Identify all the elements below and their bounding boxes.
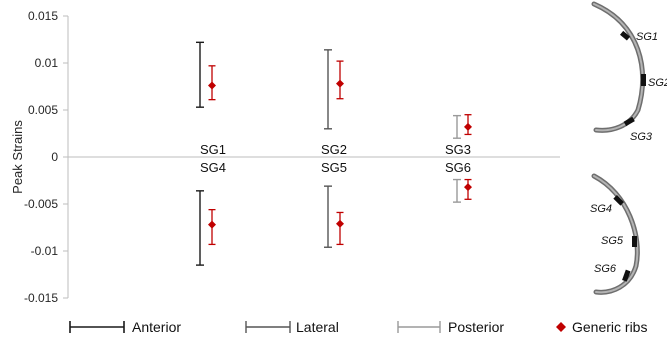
legend-item-lateral: Lateral — [245, 319, 339, 335]
y-tick-label: 0.01 — [35, 56, 59, 70]
y-tick-label: -0.015 — [24, 291, 58, 305]
category-label-sg4: SG4 — [200, 160, 226, 175]
rib-diagram-upper: SG1 SG2 SG3 — [591, 1, 667, 143]
category-labels: SG1 SG4 SG2 SG5 SG3 SG6 — [200, 142, 471, 175]
rib-label-sg1: SG1 — [636, 31, 658, 43]
y-tick-label: -0.01 — [31, 244, 59, 258]
range-bar-sg1 — [196, 41, 204, 108]
legend-label-posterior: Posterior — [448, 319, 504, 335]
legend: Anterior Lateral Posterior Generic ribs — [69, 319, 647, 335]
category-label-sg6: SG6 — [445, 160, 471, 175]
legend-label-generic-ribs: Generic ribs — [572, 319, 647, 335]
category-label-sg1: SG1 — [200, 142, 226, 157]
rib-highlight-upper — [593, 3, 644, 132]
generic-rib-diamond — [208, 81, 216, 90]
category-label-sg3: SG3 — [445, 142, 471, 157]
y-tick-label: 0.005 — [28, 103, 58, 117]
generic-rib-point-sg3 — [464, 114, 472, 136]
generic-rib-diamond — [336, 219, 344, 228]
y-tick-label: -0.005 — [24, 197, 58, 211]
legend-item-posterior: Posterior — [397, 319, 504, 335]
rib-label-sg2: SG2 — [648, 77, 667, 89]
generic-rib-point-sg5 — [336, 211, 344, 246]
range-bar-sg2 — [324, 49, 332, 130]
generic-rib-diamond — [336, 79, 344, 88]
y-axis-label: Peak Strains — [10, 120, 25, 194]
range-bar-sg5 — [324, 185, 332, 248]
rib-label-sg6: SG6 — [594, 263, 617, 275]
gauge-marker-sg6 — [622, 269, 631, 282]
generic-rib-diamond — [464, 122, 472, 131]
gauge-marker-sg5 — [632, 236, 637, 247]
generic-rib-point-sg2 — [336, 60, 344, 100]
generic-rib-point-sg1 — [208, 65, 216, 101]
legend-label-lateral: Lateral — [296, 319, 339, 335]
gauge-marker-sg2 — [641, 74, 646, 86]
rib-diagram-lower: SG4 SG5 SG6 — [590, 173, 640, 295]
range-bar-sg4 — [196, 190, 204, 266]
legend-generic-ribs-diamond-icon — [556, 322, 566, 332]
legend-lateral-swatch — [245, 321, 291, 333]
gauge-marker-sg4 — [613, 195, 624, 206]
legend-label-anterior: Anterior — [132, 319, 181, 335]
generic-rib-markers — [208, 60, 472, 246]
legend-anterior-swatch — [69, 321, 125, 333]
legend-item-anterior: Anterior — [69, 319, 181, 335]
rib-label-sg5: SG5 — [601, 235, 624, 247]
y-tick-label: 0.015 — [28, 9, 58, 23]
rib-label-sg4: SG4 — [590, 203, 612, 215]
rib-label-sg3: SG3 — [630, 131, 653, 143]
y-axis: 0.015 0.01 0.005 0 -0.005 -0.01 -0.015 — [24, 9, 69, 305]
category-label-sg2: SG2 — [321, 142, 347, 157]
gauge-marker-sg1 — [620, 30, 631, 41]
range-bars — [196, 41, 461, 266]
range-bar-sg6 — [453, 178, 461, 203]
rib-shape-upper — [591, 1, 646, 133]
generic-rib-diamond — [208, 220, 216, 229]
generic-rib-point-sg6 — [464, 178, 472, 200]
generic-rib-diamond — [464, 183, 472, 192]
category-label-sg5: SG5 — [321, 160, 347, 175]
rib-highlight-lower — [593, 175, 639, 294]
legend-posterior-swatch — [397, 321, 441, 333]
generic-rib-point-sg4 — [208, 208, 216, 246]
legend-item-generic-ribs: Generic ribs — [556, 319, 647, 335]
range-bar-sg3 — [453, 114, 461, 139]
gauge-marker-sg3 — [623, 116, 635, 127]
y-tick-label: 0 — [51, 150, 58, 164]
